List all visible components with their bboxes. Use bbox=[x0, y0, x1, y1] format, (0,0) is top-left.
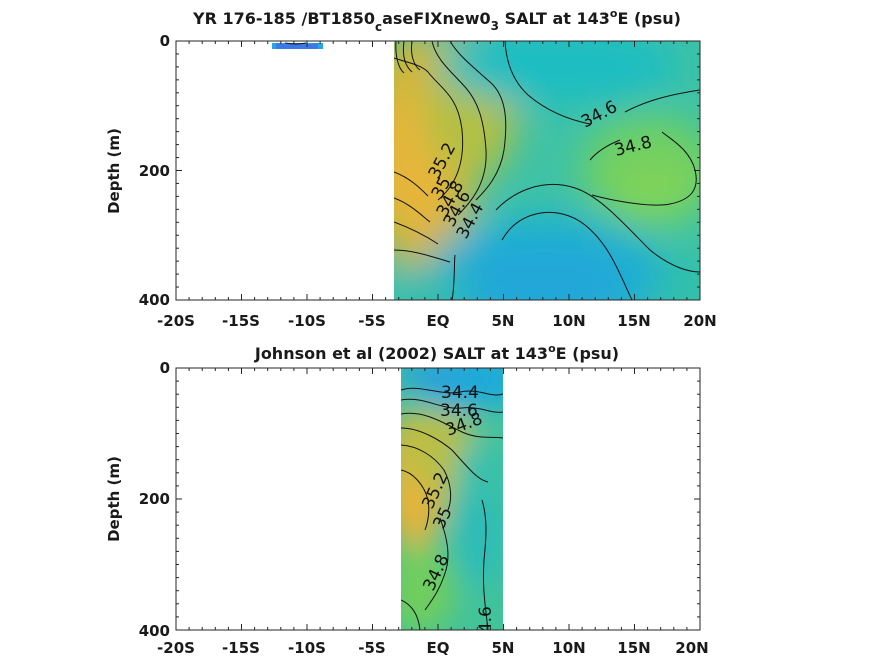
x-tick-label: -10S bbox=[288, 312, 326, 330]
contour-label: 34.6 bbox=[440, 401, 478, 421]
panel-title: YR 176-185 /BT1850caseFIXnew03 SALT at 1… bbox=[192, 7, 681, 34]
x-tick-label: 20N bbox=[675, 639, 708, 656]
axis-ticks bbox=[175, 40, 701, 301]
panel-observations: Johnson et al (2002) SALT at 143oE (psu) bbox=[105, 342, 709, 656]
x-tick-label: 10N bbox=[552, 639, 585, 656]
x-tick-label: -5S bbox=[358, 639, 385, 656]
salinity-field: 34.6 34.8 35.2 35 34.8 34.6 34.4 bbox=[394, 41, 700, 300]
salinity-patch-south bbox=[272, 42, 323, 49]
x-tick-labels: -20S -15S -10S -5S EQ 5N 10N 15N 20N bbox=[157, 639, 709, 656]
x-tick-label: EQ bbox=[427, 639, 450, 656]
y-tick-label: 200 bbox=[139, 490, 170, 508]
y-tick-label: 200 bbox=[139, 162, 170, 180]
contour-label: 34.4 bbox=[441, 383, 479, 403]
axis-ticks bbox=[175, 367, 701, 631]
x-tick-label: 20N bbox=[683, 312, 716, 330]
salinity-field: 34.4 34.6 34.8 35.2 35 34.8 34.6 bbox=[401, 368, 503, 644]
x-tick-label: 5N bbox=[492, 312, 515, 330]
y-tick-label: 0 bbox=[160, 32, 170, 50]
y-axis-label: Depth (m) bbox=[105, 128, 123, 214]
x-tick-label: -15S bbox=[222, 312, 260, 330]
x-tick-label: -20S bbox=[157, 639, 195, 656]
y-tick-label: 400 bbox=[139, 622, 170, 640]
x-tick-label: EQ bbox=[427, 312, 450, 330]
x-tick-label: -20S bbox=[157, 312, 195, 330]
x-tick-label: 15N bbox=[617, 639, 650, 656]
contour-label: 34.6 bbox=[476, 606, 496, 644]
y-tick-label: 0 bbox=[160, 359, 170, 377]
x-tick-label: -5S bbox=[358, 312, 385, 330]
panel-model: YR 176-185 /BT1850caseFIXnew03 SALT at 1… bbox=[105, 7, 717, 330]
x-tick-label: 10N bbox=[552, 312, 585, 330]
y-tick-label: 400 bbox=[139, 291, 170, 309]
y-axis-label: Depth (m) bbox=[105, 456, 123, 542]
x-tick-label: -15S bbox=[222, 639, 260, 656]
x-tick-label: 5N bbox=[492, 639, 515, 656]
x-tick-label: 15N bbox=[617, 312, 650, 330]
panel-title: Johnson et al (2002) SALT at 143oE (psu) bbox=[254, 342, 619, 363]
x-tick-labels: -20S -15S -10S -5S EQ 5N 10N 15N 20N bbox=[157, 312, 717, 330]
x-tick-label: -10S bbox=[288, 639, 326, 656]
